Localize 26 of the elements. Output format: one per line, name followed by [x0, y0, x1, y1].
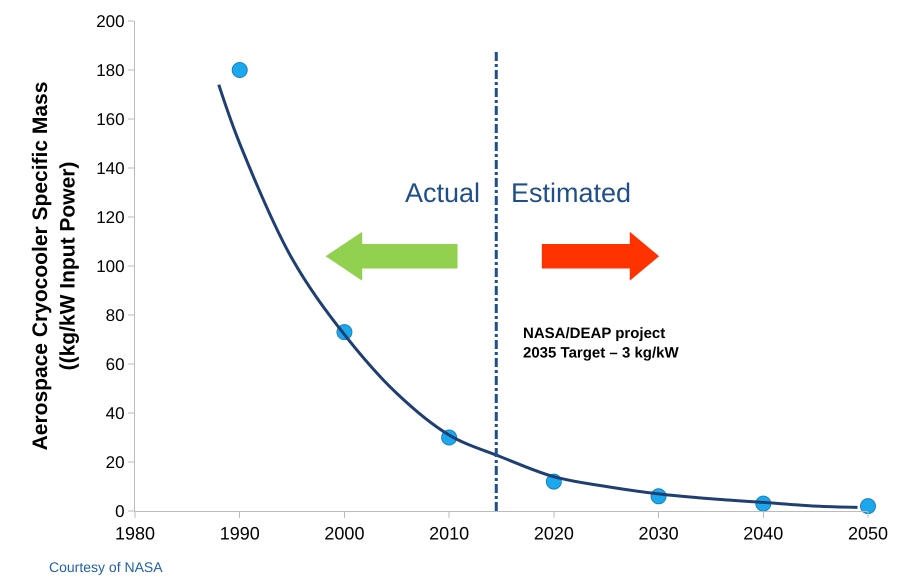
- y-tick-label: 160: [96, 110, 125, 129]
- x-tick-label: 2030: [638, 524, 679, 544]
- text: Courtesy of NASA: [49, 559, 164, 575]
- x-tick-label: 1980: [114, 524, 156, 544]
- x-tick-label: 2050: [848, 524, 888, 544]
- y-tick-label: 40: [106, 404, 125, 423]
- y-tick-label: 0: [115, 502, 125, 521]
- y-tick-label: 20: [106, 452, 125, 472]
- annotation: NASA/DEAP project 2035 Target – 3 kg/kW: [523, 325, 680, 362]
- annotation: Estimated: [511, 178, 632, 208]
- y-tick-label: 60: [106, 354, 125, 374]
- y-tick-label: 200: [96, 12, 125, 31]
- y-tick-label: 180: [96, 60, 125, 80]
- x-tick-label: 2040: [743, 524, 784, 544]
- y-axis-title: Aerospace Cryocooler Specific Mass ((kg/kW Input Power): [29, 82, 80, 450]
- y-tick-label: 120: [96, 208, 125, 227]
- point: [860, 498, 876, 514]
- x-tick-label: 2020: [534, 524, 574, 544]
- y-tick-label: 80: [106, 306, 125, 325]
- y-tick-label: 100: [96, 256, 125, 276]
- x-tick-label: 1990: [220, 524, 260, 544]
- x-tick-label: 2010: [429, 524, 470, 544]
- point: [232, 62, 248, 78]
- y-tick-label: 140: [96, 158, 125, 178]
- x-tick-label: 2000: [324, 524, 364, 544]
- annotation: Actual: [405, 178, 480, 208]
